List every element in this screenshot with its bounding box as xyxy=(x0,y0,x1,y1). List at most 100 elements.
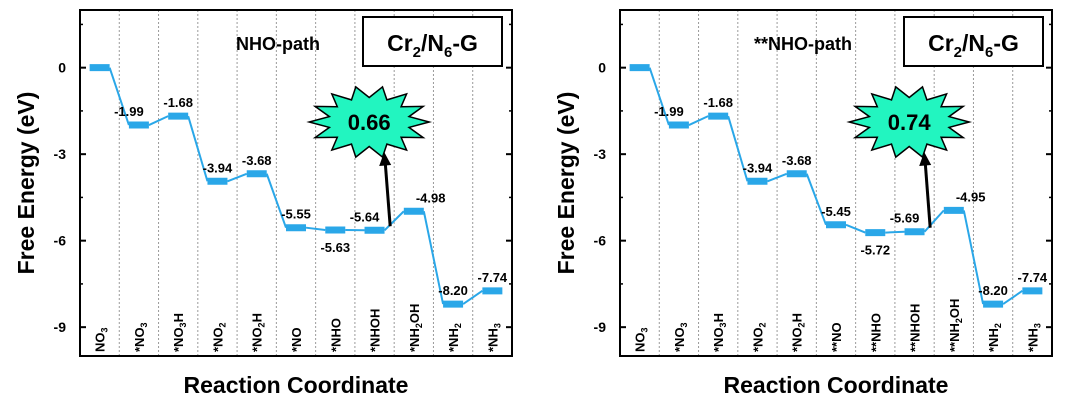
y-tick-label: -3 xyxy=(594,146,607,162)
category-subscript: 2 xyxy=(257,322,267,327)
barrier-value-label: 0.74 xyxy=(888,110,932,135)
x-category-label: NO3 xyxy=(633,327,650,352)
category-part: *NH xyxy=(986,328,1001,352)
y-tick-label: -9 xyxy=(54,319,67,335)
value-label: -3.68 xyxy=(782,153,812,168)
x-category-label: *NH2 xyxy=(446,323,463,352)
category-subscript: 2 xyxy=(453,323,463,328)
barrier-value-label: 0.66 xyxy=(348,110,391,135)
x-category-label: *NH2OH xyxy=(407,304,424,352)
value-label: -3.68 xyxy=(242,153,272,168)
energy-connector xyxy=(265,173,287,229)
energy-connector xyxy=(422,211,445,305)
energy-connector xyxy=(727,115,749,182)
y-tick-label: 0 xyxy=(598,60,606,76)
category-part: *NH xyxy=(485,328,500,352)
energy-connector xyxy=(648,67,670,126)
value-label: -5.72 xyxy=(860,243,890,258)
x-category-label: *NO2H xyxy=(250,313,267,352)
category-part: H xyxy=(711,313,726,322)
category-part: *NO xyxy=(289,327,304,352)
x-category-label: *NO2 xyxy=(210,322,227,352)
y-tick-label: 0 xyxy=(58,60,66,76)
catalyst-label-part: Cr xyxy=(928,30,954,56)
category-part: **NO xyxy=(829,322,844,352)
category-part: H xyxy=(790,313,805,322)
y-tick-label: -6 xyxy=(54,233,67,249)
category-part: H xyxy=(250,313,265,322)
category-part: *NO xyxy=(171,327,186,352)
category-part: *NO xyxy=(132,327,147,352)
value-label: -1.99 xyxy=(114,104,144,119)
category-part: H xyxy=(171,313,186,322)
energy-connector xyxy=(885,230,905,234)
plot-frame xyxy=(619,9,1053,357)
catalyst-label-box xyxy=(362,16,503,67)
x-category-label: *NO3H xyxy=(711,313,728,352)
energy-connector xyxy=(767,172,788,183)
catalyst-label-part: Cr xyxy=(387,30,413,56)
category-subscript: 3 xyxy=(139,322,149,327)
value-label: -1.68 xyxy=(703,95,733,110)
value-label: -1.68 xyxy=(163,95,193,110)
energy-connector xyxy=(923,209,945,233)
catalyst-label-part: /N xyxy=(962,30,985,56)
x-category-label: *NO3 xyxy=(672,322,689,352)
x-category-label: *NH3 xyxy=(485,323,502,352)
energy-connector xyxy=(187,115,209,182)
category-subscript: 3 xyxy=(1032,323,1042,328)
category-part: *NO xyxy=(790,327,805,352)
x-category-label: NO3 xyxy=(93,327,110,352)
category-part: *NH xyxy=(407,328,422,352)
value-label: -5.64 xyxy=(350,209,380,224)
energy-connector xyxy=(383,210,405,231)
category-subscript: 2 xyxy=(757,322,767,327)
value-label: -3.94 xyxy=(743,160,773,175)
category-part: *NHO xyxy=(328,318,343,352)
x-category-label: *NH2 xyxy=(986,323,1003,352)
y-axis-label: Free Energy (eV) xyxy=(13,92,39,275)
panel-title: **NHO-path xyxy=(754,34,852,54)
category-part: *NO xyxy=(250,327,265,352)
category-subscript: 3 xyxy=(640,327,650,332)
x-category-label: **NO xyxy=(829,322,844,352)
category-subscript: 3 xyxy=(679,322,689,327)
catalyst-label: Cr2/N6-G xyxy=(928,30,1019,61)
value-label: -7.74 xyxy=(1018,270,1048,285)
value-label: -5.69 xyxy=(890,211,920,226)
barrier-arrow-head xyxy=(919,152,932,166)
value-label: -1.99 xyxy=(654,104,684,119)
barrier-arrow-shaft xyxy=(923,161,932,228)
chart-panel-2: 0 -3 -6 -9 Free Energy (eV) Reaction Coordina… xyxy=(553,9,1053,398)
category-part: **NHO xyxy=(868,313,883,352)
x-axis-label: Reaction Coordinate xyxy=(724,372,949,398)
category-subscript: 3 xyxy=(178,322,188,327)
category-part: OH xyxy=(947,299,962,319)
category-part: NO xyxy=(633,333,648,353)
category-part: *NO xyxy=(210,327,225,352)
x-category-label: *NO2 xyxy=(750,322,767,352)
catalyst-label-subscript: 6 xyxy=(985,44,993,61)
category-part: *NHOH xyxy=(368,309,383,352)
plot-frame xyxy=(79,9,513,357)
category-subscript: 2 xyxy=(797,322,807,327)
category-part: *NH xyxy=(1025,328,1040,352)
x-category-label: **NHOH xyxy=(908,304,923,352)
category-part: NO xyxy=(93,333,108,353)
y-tick-label: -6 xyxy=(594,233,607,249)
catalyst-label: Cr2/N6-G xyxy=(387,30,478,61)
energy-connector xyxy=(845,223,866,234)
catalyst-label-subscript: 2 xyxy=(954,44,962,61)
category-part: **NHOH xyxy=(908,304,923,352)
energy-connector xyxy=(108,67,130,126)
category-part: **NH xyxy=(947,323,962,352)
energy-connector xyxy=(688,115,709,126)
category-part: OH xyxy=(407,304,422,324)
catalyst-label-subscript: 2 xyxy=(413,44,421,61)
x-category-label: *NO3H xyxy=(171,313,188,352)
catalyst-label-box xyxy=(903,16,1044,67)
x-category-label: **NHO xyxy=(868,313,883,352)
x-category-label: *NHOH xyxy=(368,309,383,352)
barrier-arrow-shaft xyxy=(383,161,392,227)
